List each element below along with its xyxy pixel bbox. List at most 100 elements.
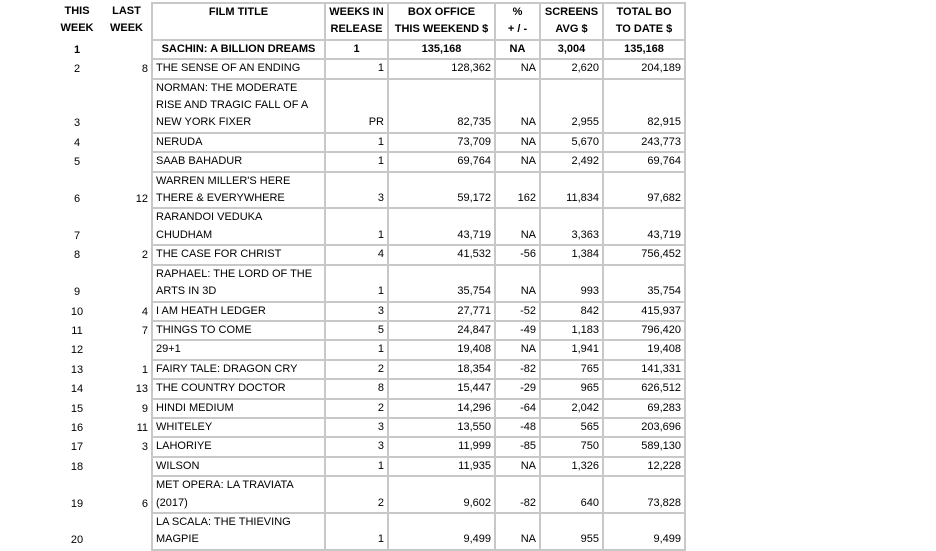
table-cell: 1,941 (539, 339, 604, 361)
table-cell: 59,172 (387, 170, 496, 210)
table-cell: SACHIN: A BILLION DREAMS (151, 38, 326, 61)
header-cell: FILM TITLE (151, 2, 326, 41)
header-cell: BOX OFFICE THIS WEEKEND $ (387, 2, 496, 41)
table-cell: THE COUNTRY DOCTOR (151, 378, 326, 400)
table-cell: 29+1 (151, 339, 326, 361)
table-cell: THINGS TO COME (151, 319, 326, 342)
text-line: TOTAL BO (616, 6, 672, 18)
table-cell: 9 (141, 402, 148, 415)
table-row: 18 WILSON 1 11,935 NA 1,326 12,228 (52, 455, 686, 478)
table-row: 16 11 WHITELEY 3 13,550 -48 565 203,696 (52, 416, 686, 439)
table-cell: 7 (141, 324, 148, 337)
table-row: 9 RAPHAEL: THE LORD OF THE ARTS IN 3D 1 35,7… (52, 263, 686, 303)
table-cell: 43,719 (602, 207, 686, 247)
table-cell: 11,999 (387, 436, 496, 458)
table-cell: 162 (494, 170, 541, 210)
text-line: NORMAN: THE MODERATE (156, 81, 298, 94)
text-line: LA SCALA: THE THIEVING (156, 515, 291, 528)
table-cell: WHITELEY (151, 416, 326, 439)
header-cell: THIS WEEK (52, 3, 102, 40)
table-cell: 3,004 (539, 38, 604, 61)
header-cell: WEEKS IN RELEASE (324, 2, 389, 41)
table-cell: 4 (73, 136, 81, 149)
table-cell: NA (494, 38, 541, 61)
text-line: ARTS IN 3D (156, 285, 217, 298)
table-cell: 11,834 (539, 170, 604, 210)
table-cell: HINDI MEDIUM (151, 397, 326, 419)
header-cell: LAST WEEK (102, 3, 152, 40)
text-line: RAPHAEL: THE LORD OF THE (156, 267, 313, 280)
table-cell: 9,602 (387, 475, 496, 514)
header-cell: % + / - (494, 2, 541, 41)
table-cell: 27,771 (387, 300, 496, 322)
table-row: 14 13 THE COUNTRY DOCTOR 8 15,447 -29 965 626,5… (52, 378, 686, 400)
table-cell: 6 (73, 193, 81, 206)
text-line: RARANDOI VEDUKA (156, 211, 263, 224)
text-line: (2017) (156, 496, 188, 509)
table-cell: 243,773 (602, 131, 686, 154)
table-cell: 765 (539, 358, 604, 381)
table-cell: 1 (324, 38, 389, 61)
table-row: 1 SACHIN: A BILLION DREAMS 1 135,168 NA 3,004… (52, 38, 686, 61)
table-cell (102, 265, 152, 302)
table-cell: 1 (324, 339, 389, 361)
table-cell: 750 (539, 436, 604, 458)
table-row: 5 SAAB BAHADUR 1 69,764 NA 2,492 69,764 (52, 151, 686, 173)
table-cell (102, 152, 152, 171)
table-cell: 41,532 (387, 244, 496, 266)
table-cell (102, 79, 152, 133)
table-cell: 16 (70, 421, 84, 434)
table-cell: 73,709 (387, 131, 496, 154)
table-cell: 13,550 (387, 416, 496, 439)
text-line: HINDI MEDIUM (156, 401, 234, 414)
table-cell: 128,362 (387, 58, 496, 80)
table-cell: 5,670 (539, 131, 604, 154)
text-line: RISE AND TRAGIC FALL OF A (156, 99, 309, 112)
table-cell: 993 (539, 263, 604, 303)
table-cell: 12 (135, 193, 148, 206)
table-cell: 955 (539, 511, 604, 551)
text-line: WEEK (110, 22, 143, 35)
table-row: 3 NORMAN: THE MODERATE RISE AND TRAGIC FAL… (52, 77, 686, 134)
table-row: 13 1 FAIRY TALE: DRAGON CRY 2 18,354 -82 765 14… (52, 358, 686, 381)
text-line: NERUDA (156, 135, 203, 148)
table-cell: 203,696 (602, 416, 686, 439)
table-row: 20 LA SCALA: THE THIEVING MAGPIE 1 9,499 NA 95… (52, 511, 686, 551)
table-cell: 2 (324, 397, 389, 419)
box-office-table: THIS WEEK LAST WEEK FILM TITLE WEEKS IN RELEAS… (52, 2, 686, 551)
table-cell: 415,937 (602, 300, 686, 322)
table-cell: 1 (324, 263, 389, 303)
table-cell: NERUDA (151, 131, 326, 154)
table-cell: 69,764 (387, 151, 496, 173)
table-cell: LAHORIYE (151, 436, 326, 458)
table-cell: WILSON (151, 455, 326, 478)
table-cell: 565 (539, 416, 604, 439)
table-row: 2 8 THE SENSE OF AN ENDING 1 128,362 NA 2,620 2… (52, 58, 686, 80)
table-cell: 97,682 (602, 170, 686, 210)
table-cell: 13 (135, 383, 148, 396)
table-cell: NA (494, 263, 541, 303)
table-cell: 756,452 (602, 244, 686, 266)
table-cell: 2 (73, 63, 81, 76)
table-cell: 4 (324, 244, 389, 266)
table-cell: NA (494, 151, 541, 173)
table-cell: 15,447 (387, 378, 496, 400)
table-row: 6 12 WARREN MILLER'S HERE THERE & EVERYWHER… (52, 170, 686, 210)
table-cell: NA (494, 58, 541, 80)
table-cell: 1 (324, 151, 389, 173)
table-cell: NORMAN: THE MODERATE RISE AND TRAGIC FALL… (151, 77, 326, 134)
table-cell: 626,512 (602, 378, 686, 400)
text-line: BOX OFFICE (407, 6, 476, 18)
table-cell: 12,228 (602, 455, 686, 478)
table-cell: 24,847 (387, 319, 496, 342)
header-cell: SCREENS AVG $ (539, 2, 604, 41)
table-cell: 82,915 (602, 77, 686, 134)
text-line: NEW YORK FIXER (156, 116, 252, 129)
table-cell: 6 (141, 497, 148, 510)
text-line: WEEK (60, 22, 94, 35)
table-cell: 2,042 (539, 397, 604, 419)
header-cell: TOTAL BO TO DATE $ (602, 2, 686, 41)
text-line: MAGPIE (156, 533, 199, 546)
table-cell: 589,130 (602, 436, 686, 458)
table-cell: 13 (70, 363, 84, 376)
